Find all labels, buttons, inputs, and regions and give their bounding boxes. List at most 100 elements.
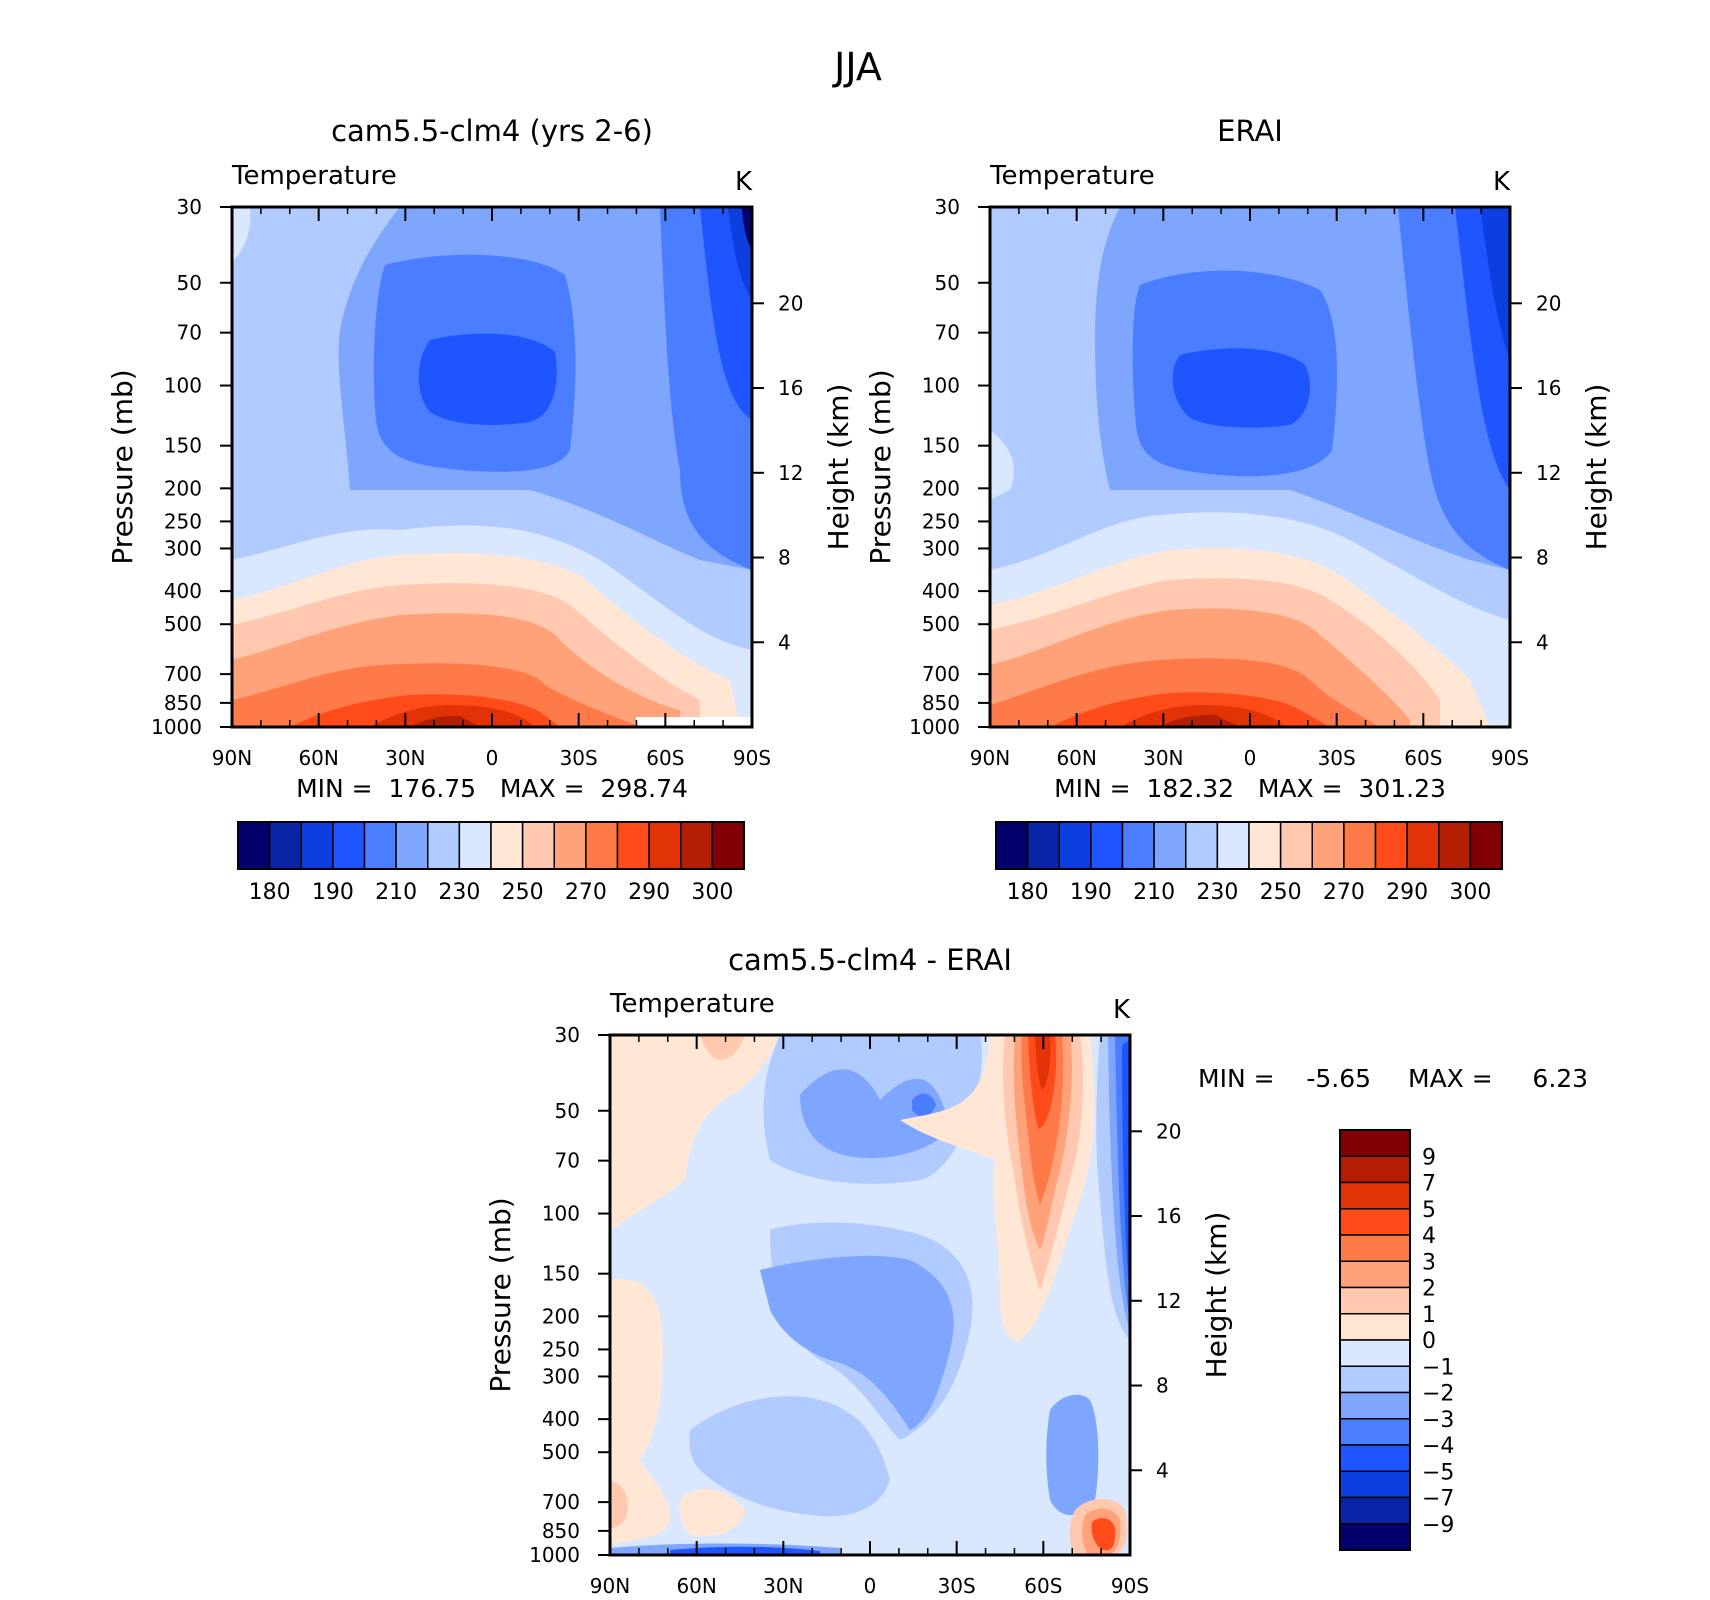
colorbar-swatch xyxy=(1339,1418,1411,1446)
axes-model: 90N 60N 30N 0 30S 60S 90S 30 50 70 100 150 200 250 300… xyxy=(151,195,803,770)
colorbar-label: 0 xyxy=(1422,1329,1436,1354)
colorbar-swatch xyxy=(1339,1286,1411,1315)
y-tick-label: 30 xyxy=(555,1023,580,1047)
y-tick-label: 50 xyxy=(177,271,202,295)
y-tick-label: 300 xyxy=(542,1364,580,1388)
colorbar-label: −2 xyxy=(1422,1382,1454,1407)
colorbar-swatch xyxy=(1339,1365,1411,1394)
colorbar-swatch xyxy=(490,821,524,870)
y2-tick-label: 16 xyxy=(778,376,803,400)
y-tick-label: 50 xyxy=(555,1099,580,1123)
panel-difference: cam5.5-clm4 - ERAI Temperature K xyxy=(484,943,1588,1598)
y2-tick-label: 20 xyxy=(778,291,803,315)
colorbar-swatch xyxy=(1438,821,1472,870)
x-tick-label: 90S xyxy=(1491,746,1529,770)
y2-tick-label: 4 xyxy=(778,630,791,654)
colorbar-label: 3 xyxy=(1422,1250,1436,1275)
x-tick-label: 90S xyxy=(1111,1574,1149,1598)
colorbar-swatch xyxy=(1279,821,1313,870)
y-axis-label: Pressure (mb) xyxy=(484,1197,517,1392)
y-tick-label: 30 xyxy=(177,195,202,219)
colorbar-label: 290 xyxy=(628,880,670,905)
colorbar-swatch xyxy=(1339,1444,1411,1472)
colorbar-swatch xyxy=(1339,1181,1411,1210)
y-tick-label: 30 xyxy=(935,195,960,219)
figure-title: JJA xyxy=(832,45,882,89)
x-tick-label: 30N xyxy=(385,746,425,770)
y-tick-label: 70 xyxy=(935,321,960,345)
colorbar-swatch xyxy=(1469,821,1503,870)
y-tick-label: 500 xyxy=(922,612,960,636)
panel-title: cam5.5-clm4 - ERAI xyxy=(728,943,1012,977)
x-tick-label: 60S xyxy=(1024,1574,1062,1598)
y-tick-label: 850 xyxy=(922,691,960,715)
colorbar-label: −5 xyxy=(1422,1460,1454,1485)
x-tick-label: 90N xyxy=(590,1574,630,1598)
colorbar-label: 1 xyxy=(1422,1303,1436,1328)
x-tick-label: 0 xyxy=(864,1574,877,1598)
colorbar-swatch xyxy=(458,821,492,870)
colorbar-swatch xyxy=(1339,1260,1411,1289)
y-tick-label: 100 xyxy=(922,374,960,398)
panel-model: cam5.5-clm4 (yrs 2-6) Temperature K 90N 6… xyxy=(106,114,855,905)
x-tick-label: 30S xyxy=(1318,746,1356,770)
colorbar-frame xyxy=(995,821,1503,870)
colorbar-swatch xyxy=(1339,1523,1411,1551)
colorbar-label: 250 xyxy=(1260,880,1302,905)
colorbar-swatch xyxy=(1339,1313,1411,1341)
stats-label: MIN = 182.32 MAX = 301.23 xyxy=(1054,774,1446,803)
colorbar-swatch xyxy=(1339,1470,1411,1499)
colorbar-swatch xyxy=(1339,1129,1411,1157)
x-tick-label: 90N xyxy=(970,746,1010,770)
colorbar-model: 180 190 210 230 250 270 290 300 xyxy=(237,821,745,905)
x-tick-label: 30S xyxy=(560,746,598,770)
y-tick-label: 1000 xyxy=(151,715,202,739)
colorbar-frame xyxy=(237,821,745,870)
colorbar-swatch xyxy=(332,821,366,870)
y2-tick-label: 16 xyxy=(1156,1204,1181,1228)
colorbar-label: 270 xyxy=(565,880,607,905)
panel-reanalysis: ERAI Temperature K 90N 60N 30N 0 30S 60S 90S 30… xyxy=(864,114,1613,905)
colorbar-label: −9 xyxy=(1422,1513,1454,1538)
y-axis-label: Pressure (mb) xyxy=(106,369,139,564)
colorbar-swatch xyxy=(1121,821,1155,870)
y2-tick-label: 12 xyxy=(778,461,803,485)
colorbar-frame xyxy=(1339,1129,1411,1551)
panel-subtitle: Temperature xyxy=(989,161,1155,191)
y-tick-label: 50 xyxy=(935,271,960,295)
colorbar-swatch xyxy=(363,821,397,870)
colorbar-swatch xyxy=(1090,821,1124,870)
axes-reanalysis: 90N 60N 30N 0 30S 60S 90S 30 50 70 100 150 200 250 300… xyxy=(909,195,1561,770)
panel-subtitle: Temperature xyxy=(609,989,775,1019)
colorbar-label: 270 xyxy=(1323,880,1365,905)
y-tick-label: 850 xyxy=(164,691,202,715)
y2-tick-label: 8 xyxy=(1536,546,1549,570)
y2-axis-label: Height (km) xyxy=(822,384,855,551)
colorbar-swatch xyxy=(553,821,587,870)
panel-subtitle: Temperature xyxy=(231,161,397,191)
y-tick-label: 250 xyxy=(164,509,202,533)
colorbar-reanalysis: 180 190 210 230 250 270 290 300 xyxy=(995,821,1503,905)
y-tick-label: 500 xyxy=(164,612,202,636)
colorbar-swatch xyxy=(616,821,650,870)
colorbar-swatch xyxy=(680,821,714,870)
y2-tick-label: 4 xyxy=(1156,1458,1169,1482)
y-tick-label: 200 xyxy=(922,476,960,500)
y-tick-label: 500 xyxy=(542,1440,580,1464)
x-tick-label: 60N xyxy=(676,1574,716,1598)
stats-label: MIN = 176.75 MAX = 298.74 xyxy=(296,774,688,803)
y-tick-label: 700 xyxy=(922,662,960,686)
colorbar-label: 180 xyxy=(1007,880,1049,905)
colorbar-swatch xyxy=(1311,821,1345,870)
y-tick-label: 200 xyxy=(164,476,202,500)
colorbar-label: 7 xyxy=(1422,1172,1436,1197)
colorbar-swatch xyxy=(1339,1155,1411,1184)
panel-title: ERAI xyxy=(1217,114,1283,148)
colorbar-swatch xyxy=(395,821,429,870)
axes-difference: 90N 60N 30N 0 30S 60S 90S 30 50 70 100 150 200 250 300… xyxy=(529,1023,1181,1598)
y-tick-label: 700 xyxy=(542,1490,580,1514)
x-tick-label: 0 xyxy=(1244,746,1257,770)
stats-max-label: MAX = 6.23 xyxy=(1408,1064,1588,1093)
y-tick-label: 400 xyxy=(922,579,960,603)
